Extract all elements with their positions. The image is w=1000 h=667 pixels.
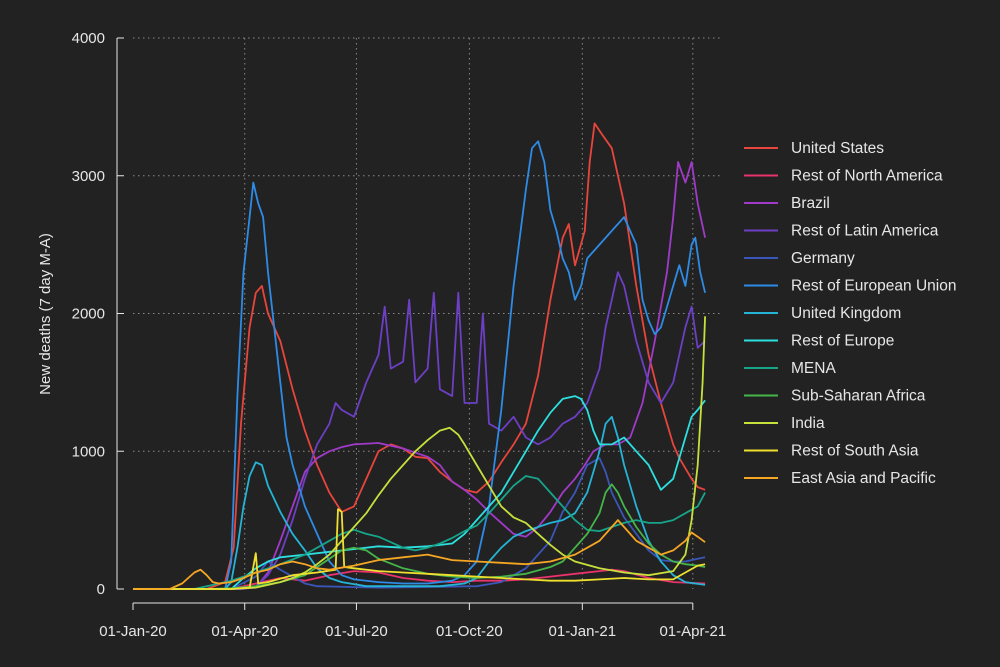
legend-label: Rest of South Asia (791, 443, 919, 460)
y-tick-label: 4000 (72, 30, 105, 47)
series-line-rest-of-european-union (133, 140, 706, 590)
legend-item-rest-of-european-union: Rest of European Union (744, 278, 956, 295)
legend-label: Rest of North America (791, 168, 943, 185)
legend-item-rest-of-south-asia: Rest of South Asia (744, 443, 919, 460)
legend: United States Rest of North America Brazil… (744, 140, 956, 487)
legend-item-united-kingdom: United Kingdom (744, 305, 901, 322)
legend-label: Rest of European Union (791, 278, 956, 295)
legend-label: Germany (791, 250, 855, 267)
legend-label: Brazil (791, 195, 830, 212)
x-tick-label: 01-Jan-21 (549, 623, 617, 640)
legend-label: India (791, 415, 825, 432)
legend-label: Rest of Europe (791, 333, 894, 350)
legend-item-rest-of-europe: Rest of Europe (744, 333, 894, 350)
legend-item-germany: Germany (744, 250, 855, 267)
legend-label: East Asia and Pacific (791, 470, 936, 487)
series-line-brazil (133, 161, 706, 590)
legend-item-rest-of-north-america: Rest of North America (744, 168, 943, 185)
series-line-east-asia-and-pacific (133, 519, 706, 590)
series-line-rest-of-south-asia (133, 508, 706, 590)
x-tick-label: 01-Oct-20 (436, 623, 503, 640)
series-line-rest-of-latin-america (133, 271, 706, 590)
series-lines (133, 122, 706, 590)
y-tick-label: 0 (97, 581, 105, 598)
x-tick-label: 01-Jan-20 (99, 623, 167, 640)
legend-item-east-asia-and-pacific: East Asia and Pacific (744, 470, 936, 487)
series-line-germany (133, 457, 706, 590)
y-tick-label: 2000 (72, 306, 105, 323)
legend-item-brazil: Brazil (744, 195, 830, 212)
legend-label: Sub-Saharan Africa (791, 388, 926, 405)
legend-item-india: India (744, 415, 825, 432)
legend-item-mena: MENA (744, 360, 836, 377)
axes: 0 1000 2000 3000 4000 01-Jan-20 01-Apr-20 01-Ju… (72, 30, 727, 640)
x-tick-label: 01-Apr-20 (211, 623, 278, 640)
y-tick-label: 1000 (72, 443, 105, 460)
legend-label: United Kingdom (791, 305, 901, 322)
legend-label: Rest of Latin America (791, 223, 939, 240)
x-tick-label: 01-Apr-21 (659, 623, 726, 640)
series-line-sub-saharan-africa (133, 483, 706, 590)
y-tick-label: 3000 (72, 168, 105, 185)
x-tick-label: 01-Jul-20 (325, 623, 388, 640)
legend-item-rest-of-latin-america: Rest of Latin America (744, 223, 939, 240)
y-axis-title: New deaths (7 day M-A) (37, 233, 54, 395)
legend-item-united-states: United States (744, 140, 884, 157)
legend-item-sub-saharan-africa: Sub-Saharan Africa (744, 388, 926, 405)
legend-label: United States (791, 140, 884, 157)
legend-label: MENA (791, 360, 836, 377)
